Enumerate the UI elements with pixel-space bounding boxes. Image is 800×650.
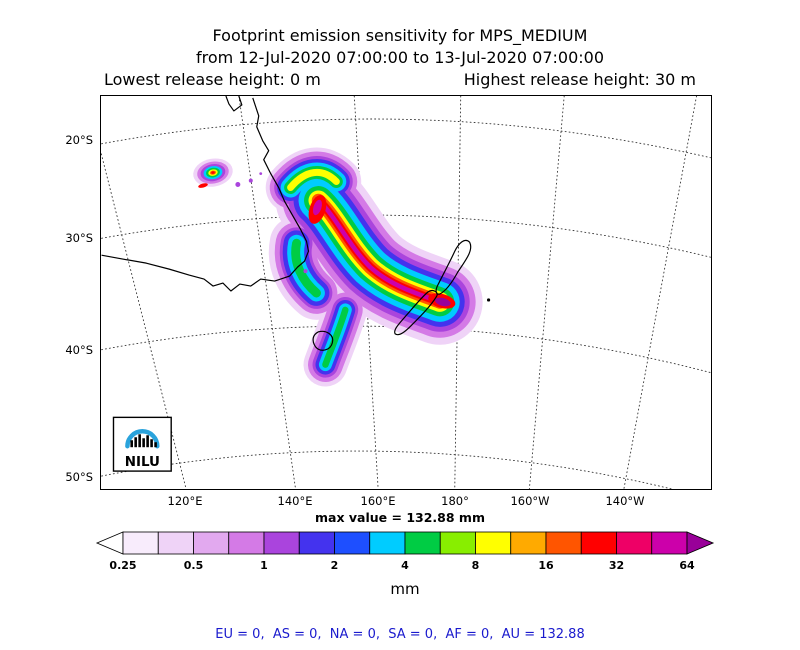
lat-tick-label: 50°S (65, 470, 93, 484)
figure-subtitle-dates: from 12-Jul-2020 07:00:00 to 13-Jul-2020… (195, 48, 605, 67)
coastline-tasmania (312, 330, 334, 351)
coastline-gulf-notch (225, 96, 243, 112)
colorbar-tick-label: 8 (471, 559, 480, 572)
meridian-140w (623, 96, 697, 489)
colorbar-segment (580, 531, 617, 555)
colorbar-tick-label: 0.5 (183, 559, 204, 572)
plume-speck (198, 183, 208, 188)
lowest-release-height-label: Lowest release height: 0 m (104, 70, 321, 89)
plume-max-core (435, 297, 451, 307)
figure-title: Footprint emission sensitivity for MPS_M… (212, 26, 588, 45)
lat-tick-label: 20°S (65, 133, 93, 147)
sensitivity-plume (193, 147, 483, 387)
plume-speck (259, 172, 263, 175)
lon-tick-label: 140°E (277, 494, 313, 508)
colorbar-segment (439, 531, 476, 555)
colorbar-segment (404, 531, 441, 555)
colorbar-tick-label: 2 (330, 559, 339, 572)
colorbar-segment (369, 531, 406, 555)
colorbar-segment (228, 531, 265, 555)
nilu-logo: NILU (112, 416, 172, 472)
colorbar-tick-label: 32 (608, 559, 625, 572)
plume-contour (291, 238, 321, 298)
colorbar-segment (298, 531, 335, 555)
lon-tick-label: 120°E (167, 494, 203, 508)
colorbar-tick-label: 1 (260, 559, 268, 572)
title-block: Footprint emission sensitivity for MPS_M… (0, 25, 800, 91)
colorbar-right-arrow (686, 531, 715, 555)
highest-release-height-label: Highest release height: 30 m (463, 70, 696, 89)
nilu-arc-icon (125, 429, 160, 449)
region-totals-text: EU = 0, AS = 0, NA = 0, SA = 0, AF = 0, … (215, 627, 585, 642)
plume-contour (322, 306, 349, 368)
parallel-20s (101, 118, 711, 159)
colorbar-segment (545, 531, 582, 555)
map-canvas: NILU (101, 96, 711, 489)
colorbar-tick-label: 4 (401, 559, 409, 572)
plume-core (312, 199, 322, 216)
lat-tick-label: 30°S (65, 231, 93, 245)
coastlines (101, 96, 491, 351)
coastline-australia (101, 97, 310, 292)
colorbar-segment (263, 531, 300, 555)
meridian-140e (238, 96, 297, 489)
colorbar-units-label: mm (390, 580, 420, 598)
max-value-label: max value = 132.88 mm (315, 510, 485, 525)
plume-secondary-blob (211, 171, 215, 174)
lon-tick-label: 160°E (360, 494, 396, 508)
lon-tick-label: 180° (441, 494, 469, 508)
plume-contour (287, 169, 340, 192)
chatham-island-mark (486, 298, 491, 302)
colorbar-segment (193, 531, 230, 555)
meridian-180 (454, 96, 462, 489)
lat-tick-label: 40°S (65, 343, 93, 357)
plume-speck (235, 182, 241, 188)
parallel-50s (101, 450, 674, 489)
parallel-30s (101, 214, 711, 258)
colorbar-segment (475, 531, 512, 555)
coastline-nz-south-island (394, 290, 438, 336)
colorbar-tick-label: 64 (679, 559, 695, 572)
colorbar-tick-label: 16 (538, 559, 554, 572)
lon-tick-label: 140°W (605, 494, 645, 508)
nilu-skyline-icon (130, 434, 157, 448)
colorbar-left-arrow (95, 531, 124, 555)
nilu-logo-text: NILU (125, 455, 160, 470)
map-panel: NILU (100, 95, 712, 490)
colorbar-segment (510, 531, 547, 555)
colorbar-segment (616, 531, 653, 555)
colorbar-segment (651, 531, 688, 555)
plume-contour (316, 198, 443, 305)
colorbar-segment (157, 531, 194, 555)
plume-speck (303, 269, 308, 274)
plume-speck (248, 178, 253, 183)
colorbar-segment (122, 531, 159, 555)
colorbar (95, 531, 715, 555)
colorbar-segment (334, 531, 371, 555)
colorbar-tick-label: 0.25 (109, 559, 137, 572)
lon-tick-label: 160°W (510, 494, 550, 508)
meridian-160w (528, 96, 565, 489)
release-heights-line: Lowest release height: 0 m Highest relea… (94, 69, 706, 91)
nilu-logo-box (112, 416, 172, 472)
